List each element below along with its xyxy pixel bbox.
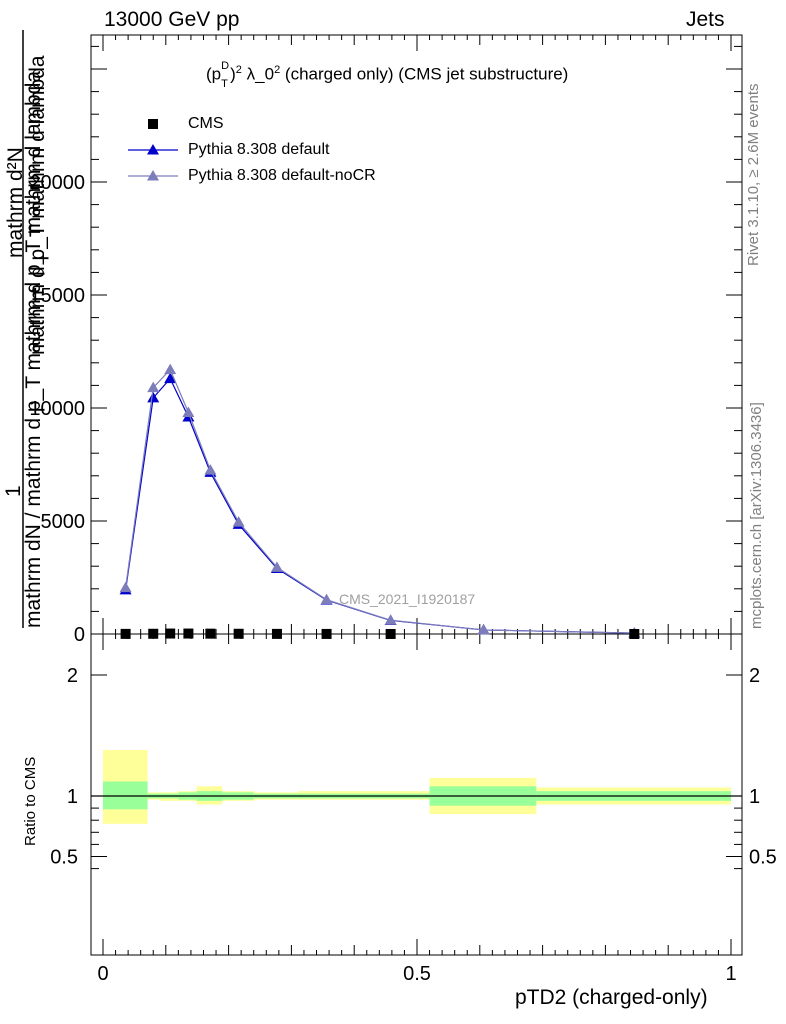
marker-cms — [629, 629, 640, 639]
marker-pythia-nocr — [164, 363, 177, 375]
marker-cms — [321, 628, 332, 639]
legend-pythia-default: Pythia 8.308 default — [188, 141, 330, 158]
marker-pythia-nocr — [147, 381, 160, 393]
marker-pythia-nocr — [182, 406, 195, 418]
title-post: λ_0 — [241, 64, 275, 84]
plot-title: (p D T)2 λ_02 (charged only) (CMS jet subs… — [206, 60, 569, 90]
title-tail: (charged only) (CMS jet substructure) — [280, 64, 569, 84]
legend-pythia-nocr: Pythia 8.308 default-noCR — [188, 167, 376, 184]
ratio-y-tick-label-left: 0.5 — [50, 847, 78, 869]
main-y-tick-label: 15000 — [29, 285, 85, 307]
legend-marker-pythia-default — [147, 144, 159, 155]
marker-pythia-default — [164, 372, 177, 384]
marker-cms — [165, 628, 176, 639]
main-y-tick-label: 0 — [74, 624, 85, 646]
title-pre: (p — [206, 64, 222, 84]
marker-cms — [183, 628, 194, 639]
marker-cms — [205, 628, 216, 639]
main-y-tick-label: 5000 — [41, 511, 86, 533]
mcplots-label: mcplots.cern.ch [arXiv:1306.3436] — [748, 402, 765, 629]
ratio-band-green — [103, 781, 148, 810]
main-y-tick-label: 10000 — [29, 398, 85, 420]
marker-cms — [120, 628, 131, 639]
marker-pythia-default — [147, 391, 160, 403]
legend-cms: CMS — [188, 115, 224, 132]
title-mid: ) — [230, 64, 236, 84]
header-right: Jets — [686, 8, 725, 31]
ratio-x-tick-label: 1 — [725, 963, 736, 985]
title-sub: T — [221, 77, 228, 90]
marker-cms — [271, 628, 282, 639]
ratio-y-tick-label-right: 0.5 — [749, 847, 777, 869]
marker-pythia-nocr — [477, 623, 490, 635]
title-sup3: 2 — [274, 64, 281, 76]
marker-pythia-nocr — [119, 581, 132, 593]
marker-cms — [233, 628, 244, 639]
y-axis-label-main: mathrm dN / mathrm d p_T mathrm d p_T ma… — [22, 70, 45, 628]
ratio-x-tick-label: 0 — [97, 963, 108, 985]
marker-cms — [385, 628, 396, 639]
x-axis-label: pTD2 (charged-only) — [515, 986, 708, 1009]
ratio-y-tick-label-right: 2 — [749, 665, 760, 687]
ratio-y-label: Ratio to CMS — [22, 756, 39, 846]
marker-pythia-nocr — [384, 614, 397, 625]
marker-pythia-nocr — [270, 561, 283, 572]
marker-pythia-nocr — [204, 464, 217, 475]
legend-marker-cms — [148, 119, 158, 129]
marker-pythia-nocr — [320, 593, 333, 605]
title-sup2: 2 — [235, 64, 242, 76]
marker-cms — [148, 628, 159, 639]
header-left: 13000 GeV pp — [104, 8, 240, 31]
watermark: CMS_2021_I1920187 — [339, 591, 476, 607]
ratio-y-tick-label-right: 1 — [749, 786, 760, 808]
ratio-y-tick-label-left: 1 — [67, 786, 78, 808]
ratio-x-tick-label: 0.5 — [403, 963, 431, 985]
title-sup: D — [221, 59, 230, 72]
rivet-label: Rivet 3.1.10, ≥ 2.6M events — [745, 83, 762, 267]
main-y-tick-label: 20000 — [29, 172, 85, 194]
ratio-y-tick-label-left: 2 — [67, 665, 78, 687]
legend-marker-pythia-nocr — [147, 170, 159, 181]
marker-pythia-nocr — [232, 516, 245, 527]
